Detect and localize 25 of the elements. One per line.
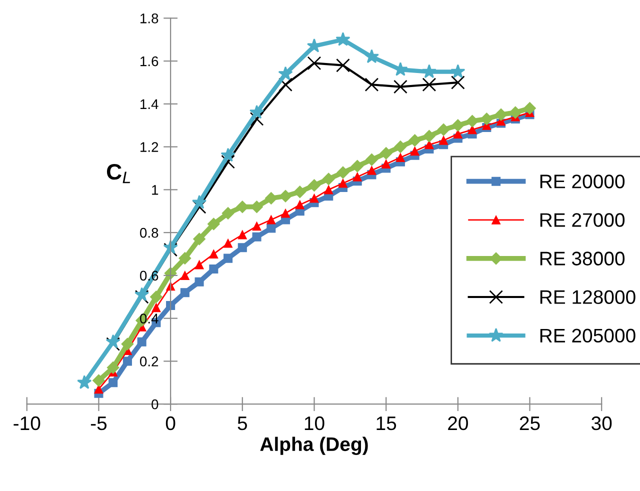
x-tick-label: 5 — [238, 416, 247, 430]
y-tick-label: 1 — [152, 185, 158, 195]
y-axis-title: C$_{L}$ — [106, 164, 130, 184]
x-axis-title: Alpha (Deg) — [260, 436, 368, 456]
y-tick-label: 1.6 — [140, 56, 158, 66]
legend-label: RE 38000 — [540, 252, 625, 266]
x-tick-label: 30 — [592, 416, 612, 430]
x-tick-label: 10 — [304, 416, 324, 430]
x-tick-label: 25 — [520, 416, 540, 430]
y-tick-label: 1.4 — [140, 99, 158, 109]
x-tick-label: 0 — [166, 416, 176, 430]
legend-label: RE 128000 — [540, 290, 636, 304]
x-tick-label: 15 — [376, 416, 396, 430]
legend-label: RE 20000 — [540, 174, 625, 188]
legend-label: RE 27000 — [540, 213, 625, 227]
y-tick-label: 0.4 — [140, 314, 158, 324]
legend-label: RE 205000 — [540, 328, 636, 343]
x-tick-label: 20 — [448, 416, 468, 430]
x-tick-label: -5 — [90, 416, 107, 430]
y-tick-label: 0.8 — [140, 228, 158, 238]
y-tick-label: 1.8 — [140, 14, 158, 24]
y-tick-label: 0.2 — [140, 356, 158, 366]
y-tick-label: 0 — [152, 399, 158, 410]
y-tick-label: 1.2 — [140, 142, 158, 152]
x-tick-label: -10 — [14, 416, 40, 430]
